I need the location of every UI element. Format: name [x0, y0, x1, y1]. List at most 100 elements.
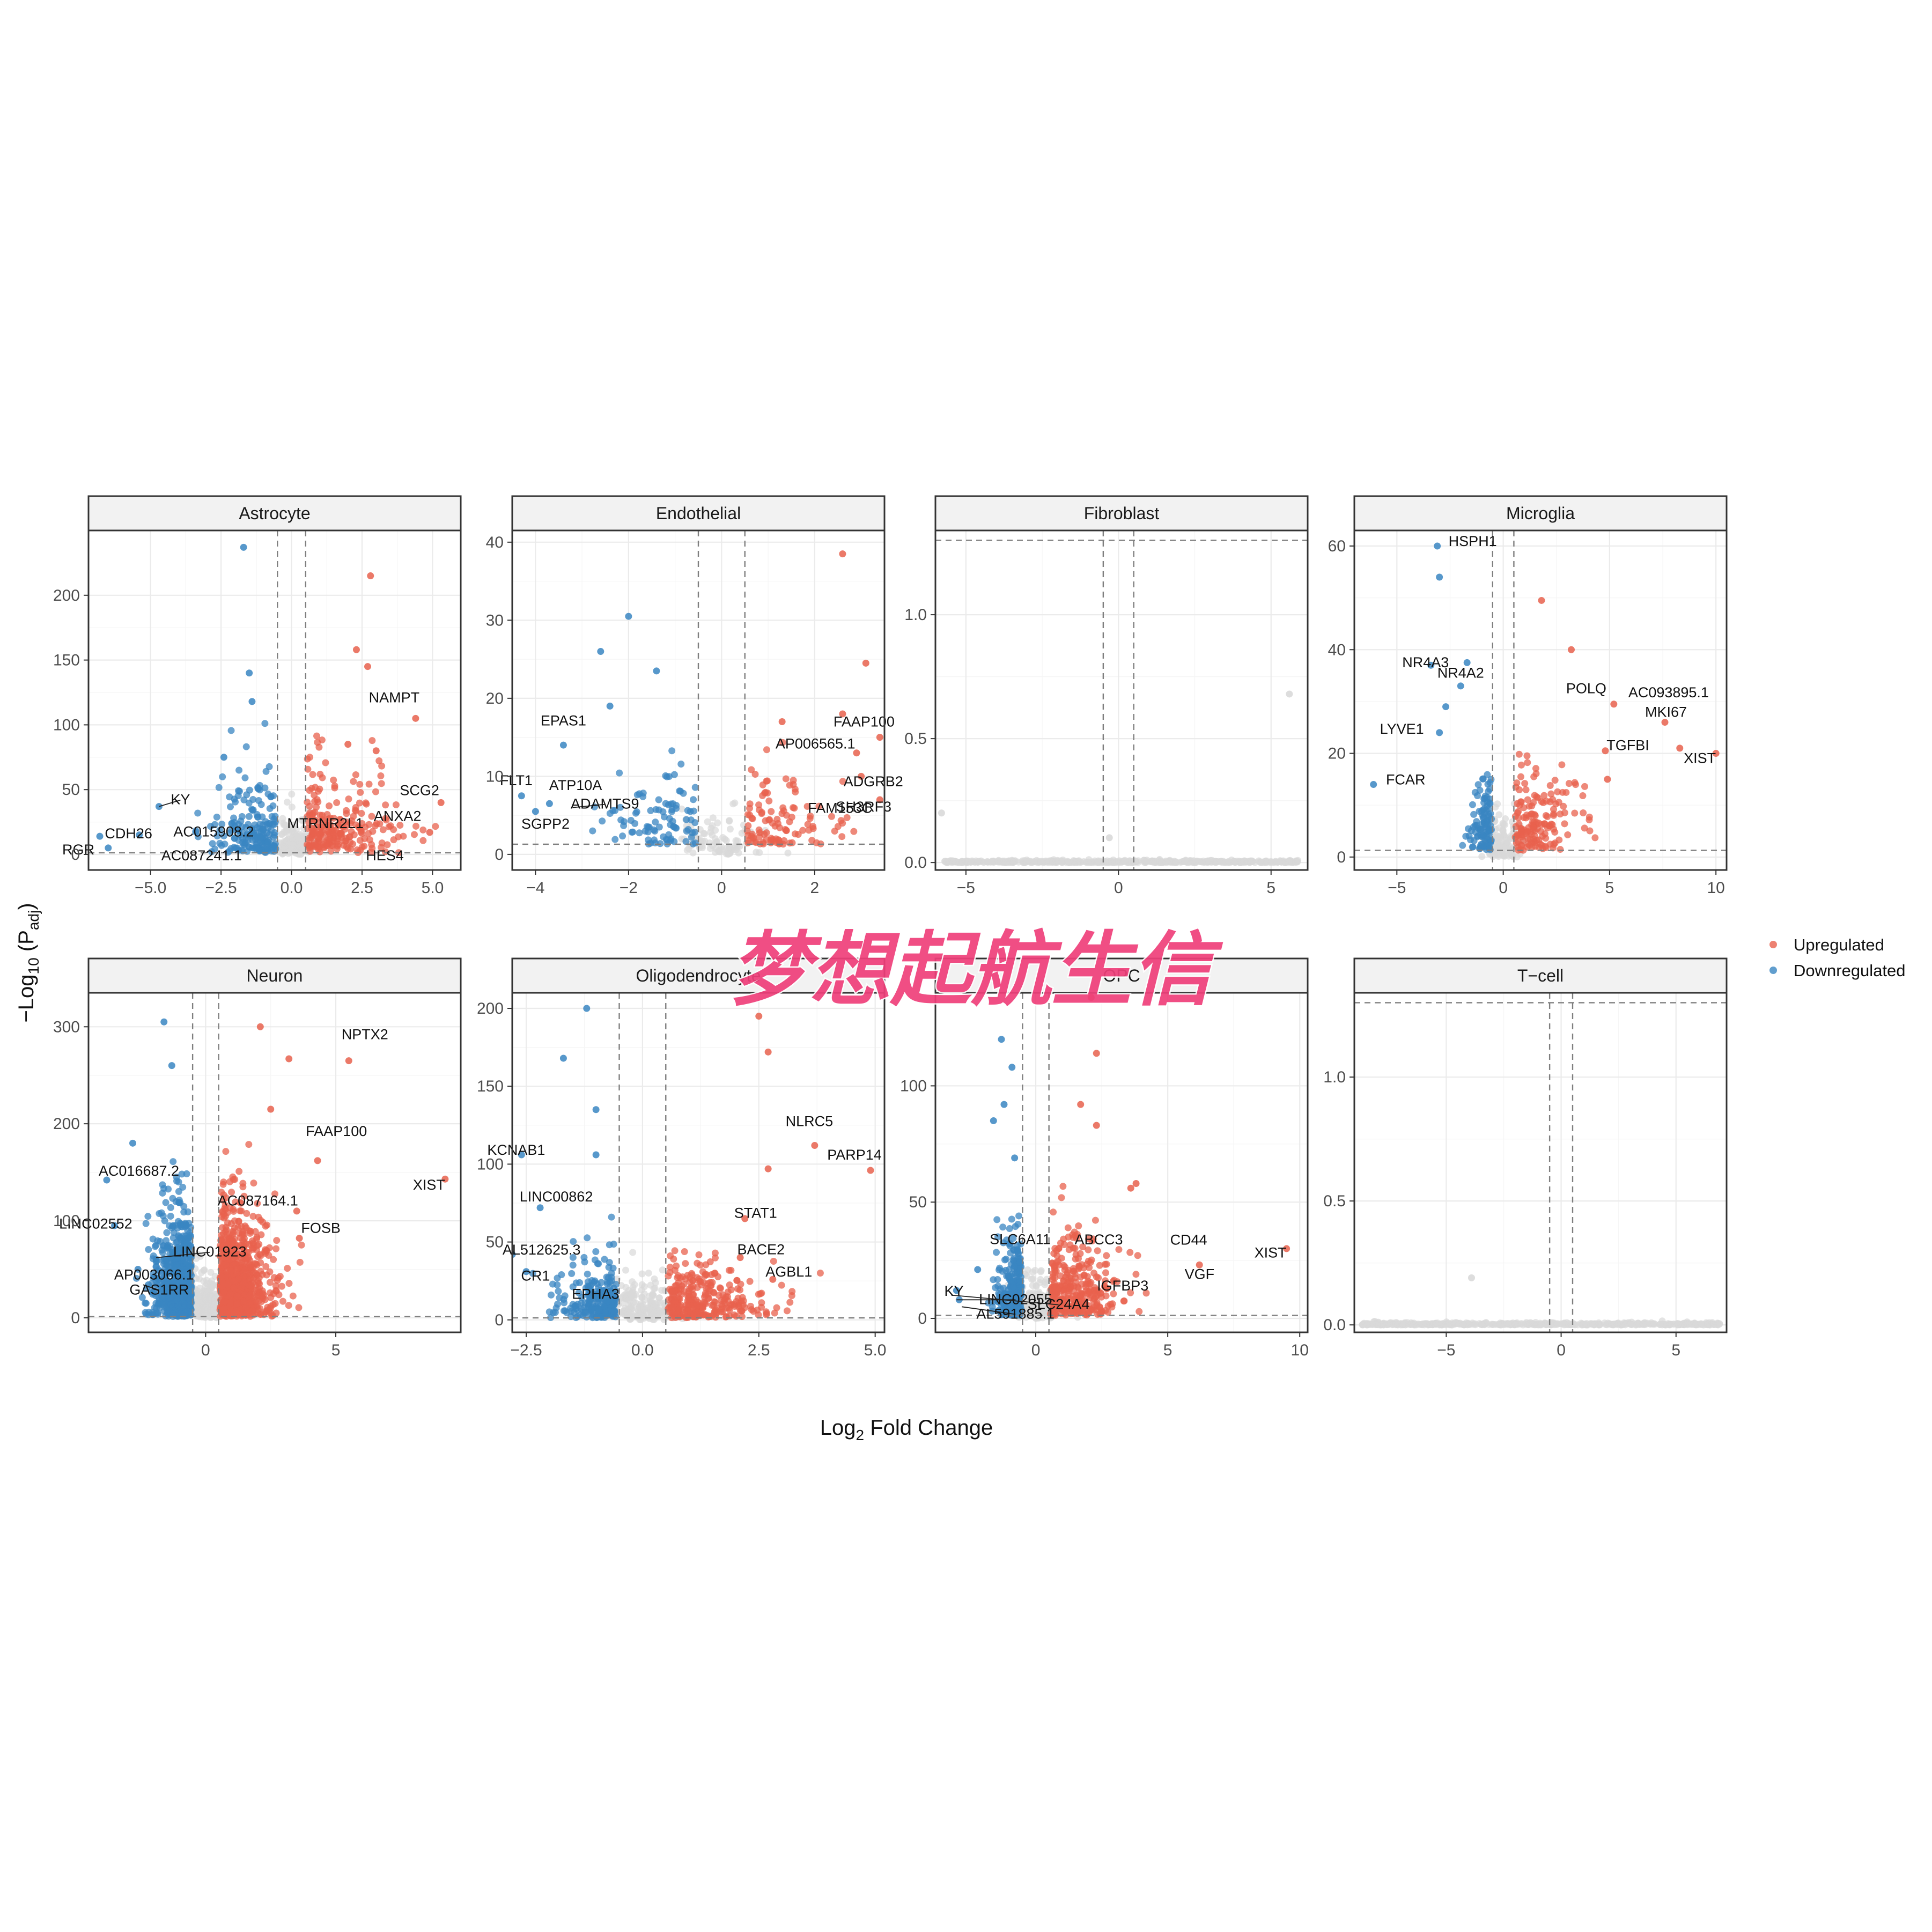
facet-title: Endothelial	[656, 504, 741, 523]
facet-strip	[511, 957, 886, 994]
x-tick-label: −2	[620, 879, 638, 897]
point-down	[169, 1222, 176, 1229]
point-down	[186, 1229, 193, 1237]
point-up	[231, 1277, 238, 1285]
point-down	[177, 1265, 185, 1273]
point-up	[323, 822, 331, 829]
point-up	[770, 1257, 777, 1265]
point-up	[1579, 792, 1587, 800]
point-up	[314, 1157, 321, 1164]
point-ns	[626, 1309, 634, 1316]
point-up	[340, 842, 348, 849]
point-down	[234, 792, 242, 800]
point-down	[617, 803, 624, 811]
point-down	[248, 698, 256, 705]
y-tick-label: 10	[486, 768, 504, 785]
point-down	[536, 1204, 544, 1212]
point-ns	[645, 1270, 652, 1277]
point-down	[1436, 573, 1443, 581]
point-ns	[683, 846, 691, 854]
point-down	[569, 1253, 577, 1261]
point-up	[255, 1241, 263, 1248]
point-up	[1530, 773, 1538, 780]
point-up	[1581, 783, 1589, 790]
point-ns	[717, 848, 725, 856]
point-down	[96, 832, 104, 840]
point-up	[326, 802, 333, 809]
point-up	[1551, 777, 1559, 784]
point-down	[235, 837, 242, 844]
point-down	[633, 808, 640, 816]
point-up	[319, 774, 326, 781]
point-up	[342, 818, 350, 825]
point-up	[230, 1207, 238, 1215]
y-tick-label: 40	[1328, 641, 1346, 659]
gene-label: BACE2	[737, 1242, 785, 1258]
point-ns	[753, 849, 760, 856]
point-down	[560, 1296, 567, 1303]
point-down	[256, 786, 264, 794]
point-up	[331, 784, 338, 792]
point-down	[213, 813, 220, 821]
point-down	[571, 1302, 579, 1310]
point-up	[232, 1198, 239, 1206]
point-up	[761, 830, 768, 838]
point-down	[241, 774, 249, 781]
point-ns	[649, 1291, 657, 1298]
point-up	[718, 1296, 725, 1304]
point-down	[670, 771, 678, 778]
y-tick-label: 200	[53, 587, 80, 604]
point-up	[233, 1265, 241, 1272]
point-ns	[1102, 859, 1109, 866]
x-tick-label: 0	[201, 1341, 210, 1359]
point-up	[296, 1258, 304, 1266]
point-up	[773, 1304, 780, 1311]
point-ns	[984, 858, 991, 865]
point-ns	[1105, 834, 1113, 842]
point-up	[343, 810, 350, 817]
point-ns	[938, 809, 945, 817]
point-ns	[1002, 859, 1010, 866]
x-tick-label: 2	[810, 879, 820, 897]
point-up	[358, 810, 365, 817]
point-down	[620, 818, 628, 825]
point-ns	[640, 1290, 648, 1297]
point-up	[1541, 830, 1548, 838]
point-up	[262, 1263, 270, 1270]
point-down	[249, 795, 257, 803]
points	[512, 1005, 874, 1324]
x-tick-label: 2.5	[748, 1341, 770, 1359]
point-ns	[640, 1315, 648, 1322]
point-ns	[1258, 859, 1266, 866]
point-ns	[1037, 1267, 1045, 1274]
point-down	[518, 1151, 525, 1159]
point-down	[240, 796, 248, 803]
point-up	[311, 816, 319, 824]
point-up	[1517, 798, 1525, 806]
point-up	[750, 834, 757, 842]
point-down	[1434, 542, 1441, 550]
point-up	[253, 1235, 261, 1243]
point-up	[350, 813, 357, 820]
point-down	[156, 1237, 164, 1245]
point-ns	[654, 1299, 661, 1306]
point-up	[758, 1289, 765, 1297]
gene-label: AC087164.1	[218, 1192, 298, 1208]
point-down	[1485, 788, 1492, 795]
point-down	[262, 768, 270, 775]
point-down	[245, 843, 253, 851]
point-ns	[629, 1249, 637, 1256]
point-up	[239, 1227, 247, 1235]
point-down	[657, 840, 664, 847]
point-ns	[1232, 858, 1239, 866]
point-up	[712, 1306, 719, 1314]
point-down	[175, 1273, 183, 1281]
point-up	[1076, 1250, 1084, 1257]
gene-label: AP003066.1	[114, 1266, 194, 1282]
y-tick-label: 0	[495, 846, 504, 864]
point-down	[559, 741, 567, 749]
gene-label: XIST	[413, 1177, 445, 1193]
point-up	[747, 1302, 754, 1310]
facet-title: Oligodendrocyte	[636, 966, 761, 985]
